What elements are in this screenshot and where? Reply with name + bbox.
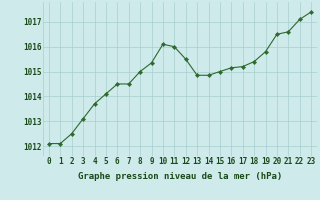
X-axis label: Graphe pression niveau de la mer (hPa): Graphe pression niveau de la mer (hPa): [78, 172, 282, 181]
